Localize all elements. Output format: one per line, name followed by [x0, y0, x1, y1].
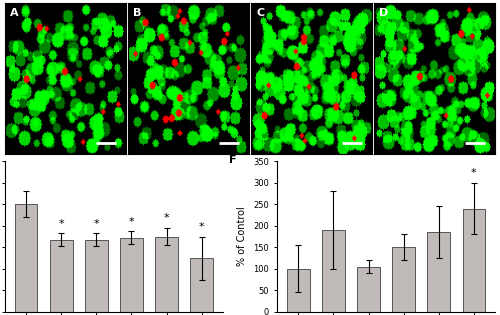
Text: *: *: [199, 222, 204, 232]
Bar: [428, 232, 450, 312]
Bar: [120, 238, 143, 312]
Bar: [322, 230, 345, 312]
Bar: [357, 267, 380, 312]
Bar: [14, 204, 38, 312]
Text: A: A: [10, 8, 18, 18]
Bar: [190, 258, 213, 312]
Text: C: C: [256, 8, 264, 18]
Text: F: F: [230, 155, 237, 165]
Bar: [392, 247, 415, 312]
Text: D: D: [379, 8, 388, 18]
Bar: [50, 240, 72, 312]
Text: *: *: [164, 214, 170, 223]
Bar: [287, 269, 310, 312]
Text: *: *: [94, 219, 99, 229]
Text: *: *: [128, 217, 134, 227]
Bar: [85, 240, 108, 312]
Y-axis label: % of Control: % of Control: [238, 207, 248, 266]
Text: B: B: [133, 8, 141, 18]
Bar: [155, 237, 178, 312]
Bar: [462, 209, 485, 312]
Text: *: *: [58, 219, 64, 229]
Text: *: *: [471, 168, 476, 178]
